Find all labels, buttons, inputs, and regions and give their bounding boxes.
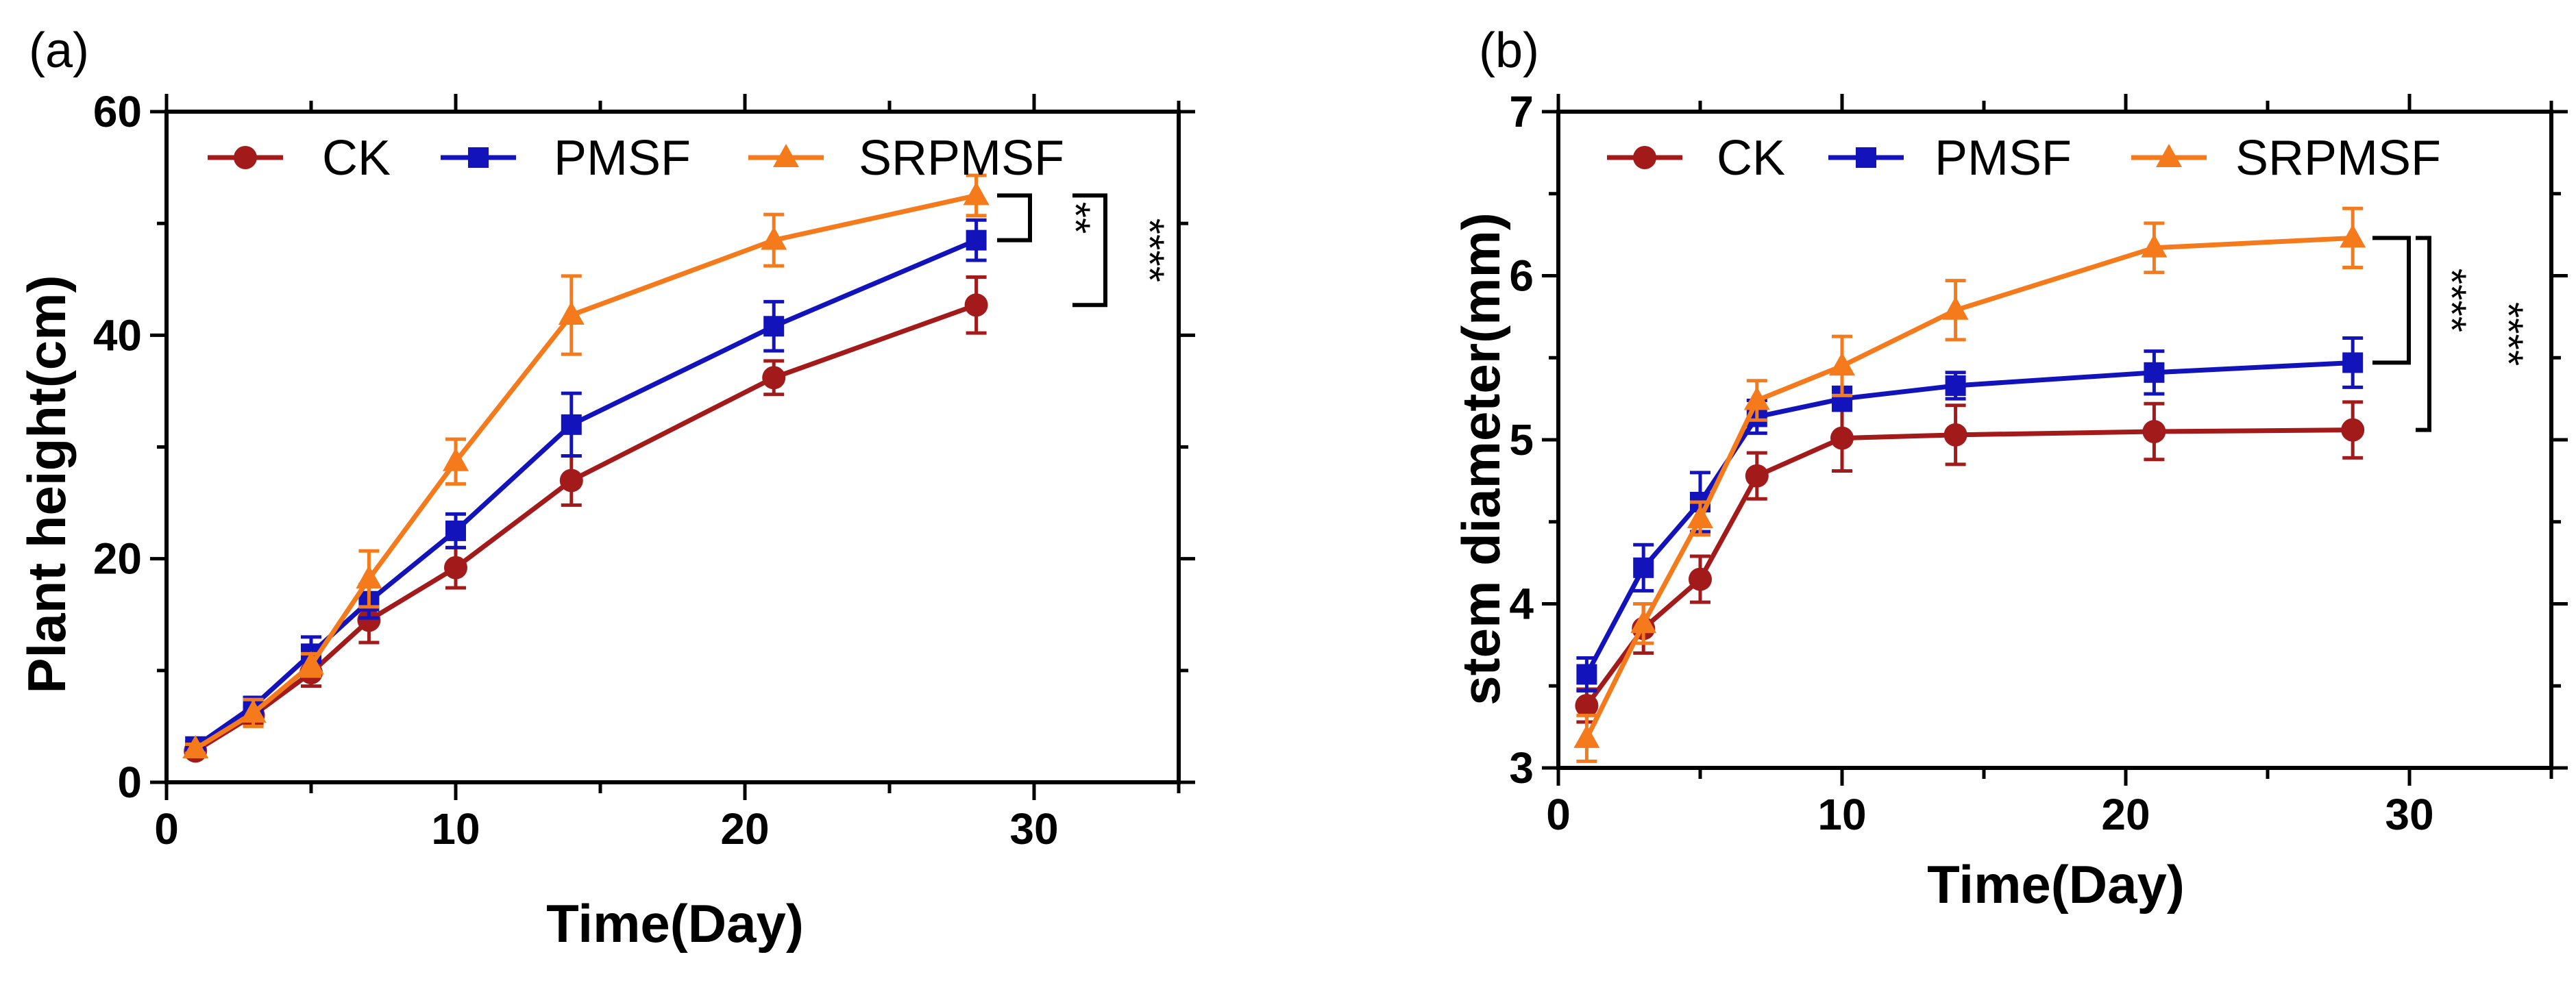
panel-b-ck-point <box>1745 464 1769 488</box>
panel-a-plot-area <box>182 173 990 763</box>
panel-b-pmsf-line <box>1584 360 2353 676</box>
panel-a-x-tick-label: 0 <box>154 804 179 854</box>
panel-a-pmsf-point <box>445 520 466 541</box>
panel-a-legend-ck-label: CK <box>322 131 391 186</box>
panel-b-ck-point <box>1830 426 1854 450</box>
panel-b-srpmsf-point <box>2141 234 2168 258</box>
panel-a-x-tick-label: 30 <box>1009 804 1058 854</box>
panel-a-srpmsf-point <box>182 735 209 759</box>
panel-b-x-tick-label: 0 <box>1546 790 1571 839</box>
panel-a-srpmsf-line <box>194 192 977 751</box>
panel-b-significance-bracket <box>2372 236 2411 365</box>
panel-b-significance-label: **** <box>2429 269 2475 332</box>
panel-a-legend-ck-marker <box>234 146 257 169</box>
panel-a-x-axis-title: Time(Day) <box>546 893 804 954</box>
panel-a-legend-pmsf-marker <box>468 147 489 168</box>
panel-b-x-axis-title: Time(Day) <box>1927 854 2185 914</box>
panel-b-srpmsf-point <box>1829 352 1855 376</box>
panel-a-srpmsf-point <box>443 447 469 471</box>
panel-a-legend-srpmsf-label: SRPMSF <box>859 131 1064 186</box>
panel-b-legend-pmsf-marker <box>1856 147 1876 168</box>
panel-b-pmsf-point <box>1633 557 1654 578</box>
panel-a-ck-point <box>444 556 467 580</box>
panel-b-label: (b) <box>1479 23 1539 78</box>
panel-a-pmsf-point <box>966 229 987 251</box>
panel-a-ck-point <box>559 469 583 493</box>
panel-a-x-tick-label: 20 <box>720 804 769 854</box>
panel-b-ck-point <box>1689 567 1712 591</box>
panel-a-legend-pmsf-label: PMSF <box>554 131 691 186</box>
panel-a-srpmsf-point <box>963 182 990 206</box>
panel-b-legend-pmsf-label: PMSF <box>1935 131 2072 186</box>
panel-b-y-tick-label: 7 <box>1509 87 1534 136</box>
panel-a-srpmsf-point <box>298 651 324 675</box>
panel-a-ck-point <box>762 366 786 390</box>
panel-b-ck-point <box>1943 423 1967 447</box>
panel-b-pmsf-point <box>1576 664 1597 685</box>
panel-a-srpmsf-point <box>761 226 787 250</box>
panel-a-y-tick-label: 20 <box>93 534 142 584</box>
panel-a-x-tick-label: 10 <box>431 804 480 854</box>
panel-b-y-tick-label: 6 <box>1509 251 1534 301</box>
panel-b-ck-point <box>1575 693 1599 717</box>
panel-b-plot-area <box>1573 206 2366 763</box>
panel-b-y-tick-label: 5 <box>1509 415 1534 464</box>
panel-b-srpmsf-point <box>1942 296 1969 320</box>
panel-a-ck-point <box>357 608 381 632</box>
panel-a-significance-bracket <box>997 193 1032 242</box>
panel-b-y-tick-label: 3 <box>1509 743 1534 793</box>
panel-b-legend-srpmsf-marker <box>2156 144 2182 167</box>
panel-a-ck-point <box>964 293 988 317</box>
panel-a-legend: CK PMSF SRPMSF <box>208 131 1064 186</box>
panel-b-pmsf-point <box>2342 352 2364 373</box>
panel-a-y-axis-title: Plant height(cm) <box>16 275 77 693</box>
panel-a-label: (a) <box>29 23 89 78</box>
panel-b-pmsf-point <box>1945 375 1966 396</box>
panel-b-ck-point <box>2142 420 2166 444</box>
panel-a-srpmsf-point <box>356 565 382 589</box>
panel-b-srpmsf-point <box>1743 386 1770 410</box>
panel-b-srpmsf-point <box>1573 724 1600 748</box>
panel-b-y-tick-label: 4 <box>1509 580 1534 629</box>
panel-b-y-axis-title: stem diameter(mm) <box>1451 212 1511 706</box>
panel-a-srpmsf-point <box>240 699 267 723</box>
panel-b-significance: ******** <box>2372 236 2531 432</box>
panel-b-x-tick-label: 10 <box>1817 790 1866 839</box>
panel-a-ticks: 0 10 20 30 0 20 40 60 <box>93 87 1195 854</box>
panel-b-x-tick-label: 20 <box>2101 790 2150 839</box>
panel-b-x-tick-label: 30 <box>2385 790 2433 839</box>
panel-a-pmsf-point <box>561 414 582 435</box>
panel-a-srpmsf-point <box>558 301 585 325</box>
panel-b-srpmsf-line <box>1584 235 2353 740</box>
panel-b-srpmsf-point <box>1630 610 1657 634</box>
panel-b-legend: CK PMSF SRPMSF <box>1607 131 2441 186</box>
panel-b-significance-bracket <box>2416 236 2431 432</box>
panel-a-y-tick-label: 60 <box>93 87 142 136</box>
panel-a-pmsf-point <box>763 316 785 337</box>
panel-a-significance-bracket <box>1072 193 1107 308</box>
panel-b-pmsf-point <box>2144 362 2165 383</box>
panel-b-ck-point <box>2341 418 2365 442</box>
panel-b-axis-frame <box>1556 110 2553 770</box>
panel-b-ticks: 0 10 20 30 3 4 5 6 7 <box>1509 87 2568 839</box>
panel-a-y-tick-label: 40 <box>93 310 142 360</box>
panel-a-significance-label: **** <box>1127 219 1173 282</box>
panel-b-srpmsf-point <box>1687 504 1713 528</box>
panel-a-significance: ****** <box>997 193 1173 308</box>
panel-a-y-tick-label: 0 <box>117 758 142 807</box>
panel-b-significance-label: **** <box>2486 302 2531 366</box>
panel-b-legend-srpmsf-label: SRPMSF <box>2235 131 2441 186</box>
panel-b-srpmsf-point <box>2340 224 2366 248</box>
panel-b-ck-line <box>1584 427 2353 708</box>
panel-a-significance-label: ** <box>1053 202 1099 234</box>
panel-a-legend-srpmsf-marker <box>773 144 799 167</box>
panel-b-legend-ck-marker <box>1633 146 1656 169</box>
panel-b-legend-ck-label: CK <box>1717 131 1785 186</box>
panel-b-stem-diameter: (b) 0 10 20 30 3 4 5 6 7 CK PMSF SRPMSF ******** T… <box>1451 23 2568 914</box>
panel-b-axes <box>1556 110 2553 770</box>
